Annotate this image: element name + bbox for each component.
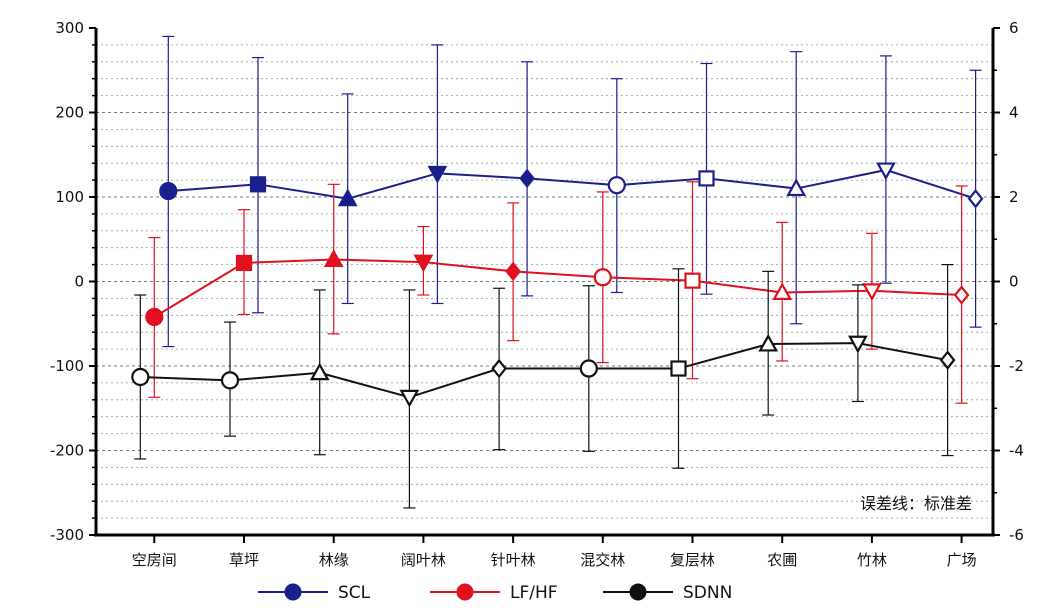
data-point [505,261,521,282]
y-tick-label-right: 2 [1009,188,1019,206]
data-point [862,283,882,302]
data-point [235,254,253,272]
x-tick-label: 广场 [947,551,977,569]
data-point [399,389,420,408]
x-tick-label: 针叶林 [491,551,536,569]
data-point [593,268,612,287]
series-layer [131,35,984,509]
data-point [309,362,330,381]
y-tick-label-left: 0 [74,273,84,291]
data-point [427,165,448,184]
data-point [939,350,956,370]
data-point [698,170,715,187]
x-tick-label: 竹林 [857,551,887,569]
x-tick-label: 复层林 [670,551,715,569]
x-tick-label: 林缘 [319,551,349,569]
series-scl [159,35,984,348]
y-tick-label-left: 100 [55,188,84,206]
x-tick-label: 阔叶林 [401,551,446,569]
data-point [131,367,150,387]
y-tick-label-right: -6 [1009,526,1024,544]
data-point [684,272,701,289]
data-point [323,249,344,268]
x-tick-label: 农圃 [767,551,797,569]
error-bar-note: 误差线：标准差 [860,494,972,513]
series-sdnn [131,264,956,509]
x-tick-label: 混交林 [580,551,625,569]
legend-label: LF/HF [510,583,558,603]
series-line [168,168,976,200]
y-tick-label-right: -4 [1009,442,1024,460]
data-point [758,333,779,352]
series-lf-hf [145,181,970,404]
y-tick-label-right: 0 [1009,273,1019,291]
data-point [220,371,240,390]
data-point [772,282,793,300]
data-point [876,162,896,181]
data-point [848,335,868,354]
legend-label: SDNN [683,583,732,603]
y-tick-label-left: -300 [50,526,84,544]
data-point [413,254,434,273]
y-tick-label-right: 6 [1009,19,1019,37]
legend-label: SCL [338,583,371,603]
data-point [145,307,164,327]
x-tick-label: 草坪 [229,551,259,569]
data-point [519,168,535,189]
legend-marker [456,583,474,601]
data-point [249,176,267,193]
grid-lines [96,44,993,519]
data-point [607,176,626,195]
axes: 300 200 100 0 -100 -200 -300 6 4 2 0 -2 -4 -6 空房间 草坪 林缘 阔… [50,19,1024,569]
data-point [491,358,507,379]
y-tick-label-right: 4 [1009,104,1019,122]
x-tick-label: 空房间 [132,551,177,569]
y-tick-label-left: -100 [50,357,84,375]
data-point [579,359,598,378]
data-point [159,181,178,201]
data-point [670,360,687,377]
legend-marker [284,583,302,601]
y-tick-label-right: -2 [1009,357,1024,375]
legend-item: SCL [258,583,371,603]
legend: SCL LF/HF SDNN [258,583,732,603]
data-point [786,178,807,197]
series-line [153,258,962,318]
y-tick-label-left: 300 [55,19,84,37]
legend-marker [629,583,647,601]
series-line [140,342,948,399]
data-point [953,285,970,305]
data-point [967,188,984,209]
legend-item: SDNN [603,583,732,603]
data-point [337,188,358,207]
y-tick-label-left: 200 [55,104,84,122]
y-tick-label-left: -200 [50,442,84,460]
legend-item: LF/HF [430,583,558,603]
